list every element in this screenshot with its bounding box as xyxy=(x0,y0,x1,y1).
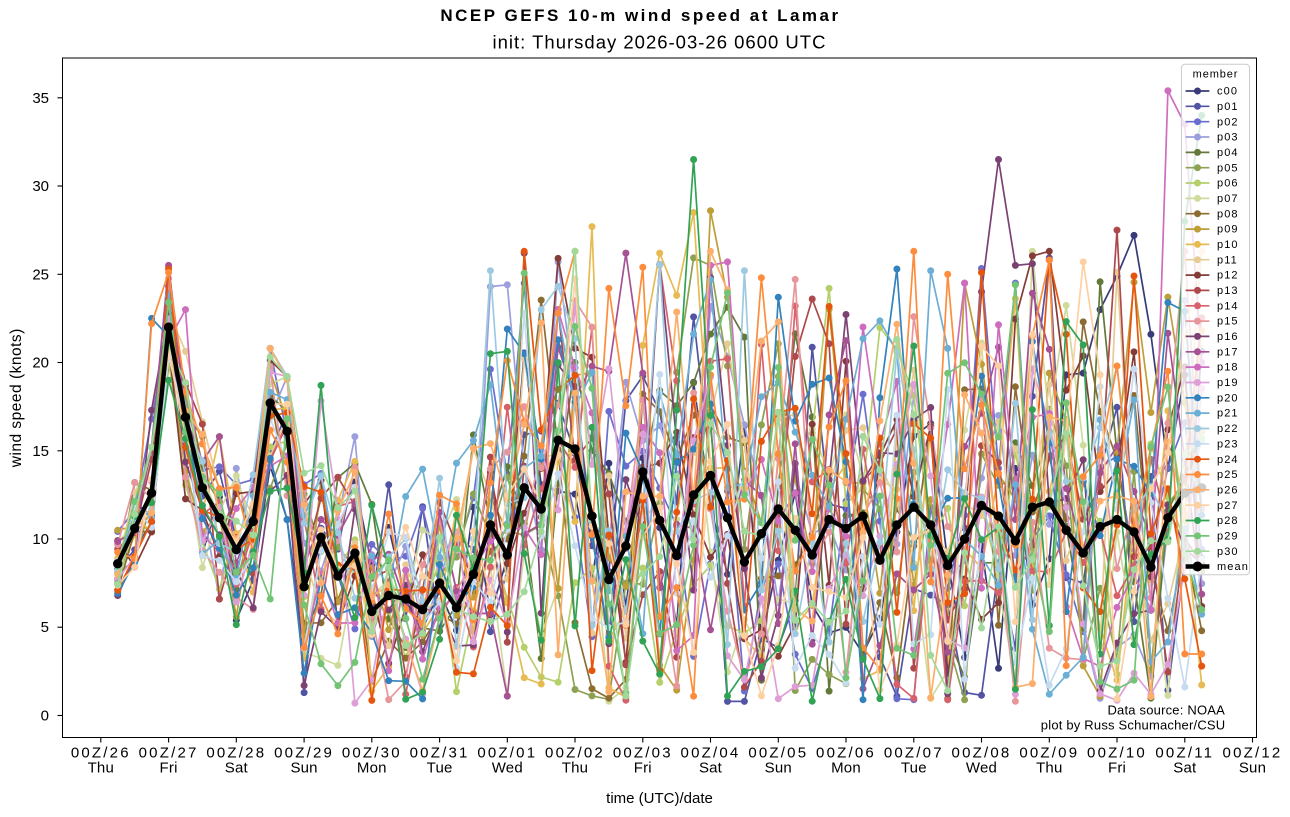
svg-text:00Z/28: 00Z/28 xyxy=(206,745,266,762)
svg-text:00Z/30: 00Z/30 xyxy=(342,745,402,762)
svg-text:00Z/26: 00Z/26 xyxy=(71,745,131,762)
svg-text:p04: p04 xyxy=(1217,147,1239,159)
svg-text:p15: p15 xyxy=(1217,316,1239,328)
svg-text:p25: p25 xyxy=(1217,469,1239,481)
svg-text:Sun: Sun xyxy=(290,760,317,777)
svg-text:p18: p18 xyxy=(1217,362,1239,374)
svg-text:00Z/12: 00Z/12 xyxy=(1223,745,1283,762)
svg-text:Mon: Mon xyxy=(357,760,387,777)
svg-text:p07: p07 xyxy=(1217,193,1239,205)
svg-text:init: Thursday 2026-03-26 0600: init: Thursday 2026-03-26 0600 UTC xyxy=(493,32,827,53)
svg-text:Fri: Fri xyxy=(160,760,178,777)
svg-text:Tue: Tue xyxy=(901,760,927,777)
svg-text:p24: p24 xyxy=(1217,454,1239,466)
svg-text:wind speed (knots): wind speed (knots) xyxy=(8,328,25,468)
svg-text:p03: p03 xyxy=(1217,132,1239,144)
svg-text:Mon: Mon xyxy=(831,760,861,777)
svg-text:0: 0 xyxy=(41,708,49,725)
svg-text:p19: p19 xyxy=(1217,377,1239,389)
svg-text:Thu: Thu xyxy=(562,760,588,777)
svg-text:Data source: NOAA: Data source: NOAA xyxy=(1107,703,1225,718)
svg-text:00Z/29: 00Z/29 xyxy=(274,745,334,762)
svg-text:Wed: Wed xyxy=(966,760,997,777)
svg-text:p14: p14 xyxy=(1217,300,1239,312)
svg-text:p27: p27 xyxy=(1217,500,1239,512)
svg-text:Wed: Wed xyxy=(492,760,523,777)
svg-text:35: 35 xyxy=(32,90,49,107)
svg-text:00Z/27: 00Z/27 xyxy=(139,745,199,762)
svg-text:p17: p17 xyxy=(1217,346,1239,358)
svg-text:Fri: Fri xyxy=(1108,760,1126,777)
svg-text:15: 15 xyxy=(32,443,49,460)
svg-text:5: 5 xyxy=(41,619,49,636)
svg-text:p28: p28 xyxy=(1217,515,1239,527)
svg-text:Sat: Sat xyxy=(1173,760,1197,777)
svg-text:NCEP GEFS 10-m wind speed at L: NCEP GEFS 10-m wind speed at Lamar xyxy=(440,6,840,25)
svg-text:member: member xyxy=(1193,69,1239,81)
svg-text:mean: mean xyxy=(1217,561,1249,573)
svg-text:Sat: Sat xyxy=(225,760,249,777)
svg-text:p02: p02 xyxy=(1217,116,1239,128)
svg-text:00Z/07: 00Z/07 xyxy=(884,745,944,762)
svg-text:p16: p16 xyxy=(1217,331,1239,343)
svg-text:p11: p11 xyxy=(1217,254,1238,266)
svg-text:p22: p22 xyxy=(1217,423,1239,435)
svg-text:plot by Russ Schumacher/CSU: plot by Russ Schumacher/CSU xyxy=(1041,718,1226,733)
svg-text:Sun: Sun xyxy=(765,760,792,777)
svg-text:Fri: Fri xyxy=(634,760,652,777)
svg-text:p21: p21 xyxy=(1217,408,1239,420)
svg-text:p01: p01 xyxy=(1217,101,1239,113)
svg-text:p23: p23 xyxy=(1217,438,1239,450)
svg-text:p26: p26 xyxy=(1217,484,1239,496)
svg-text:p05: p05 xyxy=(1217,162,1239,174)
svg-text:00Z/09: 00Z/09 xyxy=(1019,745,1079,762)
svg-text:10: 10 xyxy=(32,531,49,548)
svg-text:25: 25 xyxy=(32,266,49,283)
svg-text:Sat: Sat xyxy=(699,760,723,777)
svg-text:20: 20 xyxy=(32,355,49,372)
svg-text:p12: p12 xyxy=(1217,270,1239,282)
svg-text:Thu: Thu xyxy=(88,760,114,777)
svg-text:00Z/05: 00Z/05 xyxy=(748,745,808,762)
svg-text:00Z/01: 00Z/01 xyxy=(477,745,537,762)
svg-text:00Z/02: 00Z/02 xyxy=(545,745,605,762)
svg-text:p06: p06 xyxy=(1217,178,1239,190)
svg-text:p08: p08 xyxy=(1217,208,1239,220)
svg-text:30: 30 xyxy=(32,178,49,195)
svg-text:00Z/11: 00Z/11 xyxy=(1155,745,1214,762)
svg-text:00Z/08: 00Z/08 xyxy=(952,745,1012,762)
svg-text:c00: c00 xyxy=(1217,86,1238,98)
svg-text:p09: p09 xyxy=(1217,224,1239,236)
svg-text:00Z/03: 00Z/03 xyxy=(613,745,673,762)
svg-text:p29: p29 xyxy=(1217,531,1239,543)
svg-text:Sun: Sun xyxy=(1239,760,1266,777)
svg-text:p20: p20 xyxy=(1217,392,1239,404)
svg-text:00Z/04: 00Z/04 xyxy=(681,745,741,762)
svg-text:p13: p13 xyxy=(1217,285,1239,297)
svg-text:p30: p30 xyxy=(1217,546,1239,558)
svg-text:Thu: Thu xyxy=(1036,760,1062,777)
svg-text:p10: p10 xyxy=(1217,239,1239,251)
svg-text:00Z/31: 00Z/31 xyxy=(410,745,470,762)
svg-text:time (UTC)/date: time (UTC)/date xyxy=(606,790,713,807)
svg-text:00Z/10: 00Z/10 xyxy=(1087,745,1147,762)
svg-text:Tue: Tue xyxy=(427,760,453,777)
svg-text:00Z/06: 00Z/06 xyxy=(816,745,876,762)
